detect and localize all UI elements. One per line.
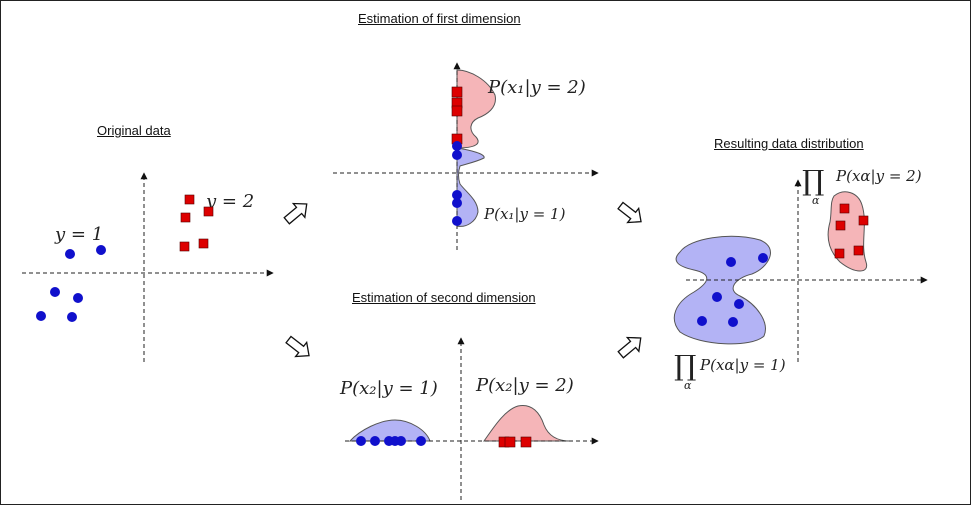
class2-points [179, 194, 214, 252]
data-point [758, 253, 768, 263]
class1-projections [452, 141, 462, 226]
data-point [203, 206, 214, 217]
label-p-x2-y2: P(x₂|y = 2) [475, 375, 574, 396]
data-point [370, 436, 380, 446]
flow-arrow [283, 202, 308, 225]
data-point [356, 436, 366, 446]
density-class1 [348, 419, 431, 442]
label-y1: y = 1 [54, 224, 103, 245]
data-point [853, 245, 864, 256]
class1-points [697, 253, 768, 327]
heading-resulting-distribution: Resulting data distribution [714, 136, 864, 151]
result-panel: ∏ α P(xα|y = 2) ∏ α P(xα|y = 1) [673, 164, 928, 392]
flow-arrow [285, 335, 310, 358]
data-point [179, 241, 190, 252]
data-point [452, 150, 462, 160]
class2-projections [451, 86, 463, 145]
product-index: α [812, 194, 820, 207]
data-point [396, 436, 406, 446]
data-point [835, 220, 846, 231]
data-point [96, 245, 106, 255]
data-point [452, 198, 462, 208]
label-p-x1-y1: P(x₁|y = 1) [483, 205, 566, 223]
label-y2: y = 2 [205, 191, 254, 212]
data-point [858, 215, 869, 226]
heading-original-data: Original data [97, 123, 171, 138]
label-p-xa-y1: P(xα|y = 1) [699, 356, 786, 374]
density-class2 [483, 404, 571, 442]
class1-points [36, 245, 106, 322]
class2-projections [498, 436, 532, 448]
data-point [451, 105, 463, 117]
product-index: α [684, 379, 692, 392]
data-point [451, 86, 463, 98]
data-point [36, 311, 46, 321]
flow-arrows [283, 201, 642, 359]
data-point [180, 212, 191, 223]
data-point [734, 299, 744, 309]
data-point [65, 249, 75, 259]
data-point [726, 257, 736, 267]
data-point [452, 141, 462, 151]
product-symbol-icon: ∏ [802, 164, 824, 197]
heading-first-dimension: Estimation of first dimension [358, 11, 521, 26]
data-point [184, 194, 195, 205]
density-class1 [673, 235, 771, 345]
data-point [520, 436, 532, 448]
label-p-x1-y2: P(x₁|y = 2) [487, 77, 586, 98]
label-p-xa-y2: P(xα|y = 2) [835, 167, 922, 185]
data-point [73, 293, 83, 303]
data-point [416, 436, 426, 446]
density-class1 [456, 147, 485, 227]
data-point [504, 436, 516, 448]
class2-points [834, 203, 869, 259]
data-point [198, 238, 209, 249]
data-point [67, 312, 77, 322]
data-point [452, 216, 462, 226]
label-p-x2-y1: P(x₂|y = 1) [339, 378, 438, 399]
flow-arrow [617, 201, 642, 224]
density-class2 [456, 69, 496, 149]
product-symbol-icon: ∏ [674, 349, 696, 382]
flow-arrow [617, 336, 642, 359]
data-point [839, 203, 850, 214]
second-dimension-panel: P(x₂|y = 1) P(x₂|y = 2) [339, 337, 599, 500]
data-point [50, 287, 60, 297]
heading-second-dimension: Estimation of second dimension [352, 290, 536, 305]
class1-projections [356, 436, 426, 446]
original-data-panel: y = 1 y = 2 [22, 172, 274, 362]
data-point [834, 248, 845, 259]
first-dimension-panel: P(x₁|y = 2) P(x₁|y = 1) [333, 62, 599, 250]
data-point [712, 292, 722, 302]
data-point [452, 190, 462, 200]
data-point [728, 317, 738, 327]
data-point [697, 316, 707, 326]
